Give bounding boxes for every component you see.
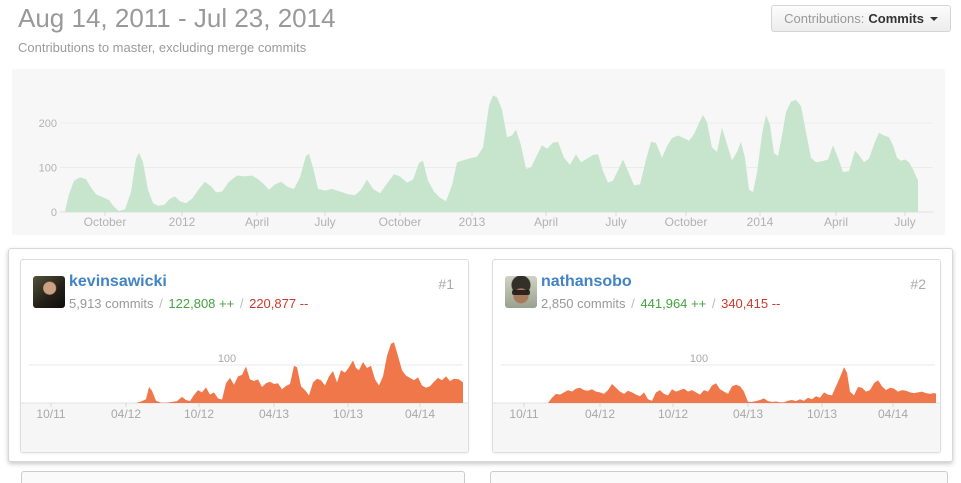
x-tick-label: 10/13 <box>807 407 837 421</box>
y-tick-label: 200 <box>39 118 57 130</box>
contributor-rank: #1 <box>438 276 454 292</box>
x-tick-label: 10/12 <box>658 407 688 421</box>
x-tick-label: April <box>534 215 558 229</box>
contributor-rank: #2 <box>910 276 926 292</box>
x-tick-label: October <box>665 215 708 229</box>
contributions-type-dropdown[interactable]: Contributions: Commits <box>771 5 951 32</box>
x-tick-label: 2014 <box>747 215 774 229</box>
y-tick-label: 100 <box>690 353 708 365</box>
page-subtitle: Contributions to master, excluding merge… <box>18 40 307 55</box>
axis-strip <box>493 403 940 452</box>
x-tick-label: 2013 <box>459 215 486 229</box>
y-tick-label: 0 <box>51 207 57 219</box>
page-header: Aug 14, 2011 - Jul 23, 2014 Contribution… <box>0 0 961 55</box>
x-tick-label: 2012 <box>169 215 196 229</box>
contributor-card-1: kevinsawicki 5,913 commits / 122,808 ++ … <box>20 259 469 453</box>
commit-count: 5,913 commits <box>69 296 154 311</box>
contributor-chart-nathansobo: 100 10/11 04/12 10/12 04/13 10/13 04/14 <box>493 353 940 452</box>
commit-activity-panel: 0 100 200 October 2012 April July October 2013 Ap… <box>12 69 945 235</box>
contributor-stats: 2,850 commits / 441,964 ++ / 340,415 -- <box>541 296 780 311</box>
x-tick-label: October <box>379 215 422 229</box>
x-tick-label: 04/13 <box>259 407 289 421</box>
axis-strip <box>21 403 468 452</box>
deletions-count: 220,877 -- <box>249 296 309 311</box>
contributions-label: Contributions: <box>784 11 865 26</box>
x-tick-label: 04/13 <box>733 407 763 421</box>
contributors-container: kevinsawicki 5,913 commits / 122,808 ++ … <box>8 248 953 462</box>
contributor-stats: 5,913 commits / 122,808 ++ / 220,877 -- <box>69 296 308 311</box>
x-tick-label: October <box>84 215 127 229</box>
stat-separator: / <box>239 296 244 311</box>
commit-count: 2,850 commits <box>541 296 626 311</box>
contributions-selected-value: Commits <box>868 11 924 26</box>
contributor-card-header: nathansobo 2,850 commits / 441,964 ++ / … <box>493 260 940 324</box>
x-tick-label: July <box>894 215 915 229</box>
area-series <box>511 367 936 403</box>
x-tick-label: 04/12 <box>111 407 141 421</box>
x-tick-label: 10/11 <box>509 407 538 421</box>
x-tick-label: 04/12 <box>585 407 615 421</box>
x-tick-label: 04/14 <box>878 407 908 421</box>
contributor-chart-kevinsawicki: 100 10/11 04/12 10/12 04/13 10/13 04/14 <box>21 342 468 452</box>
contributor-card-header: kevinsawicki 5,913 commits / 122,808 ++ … <box>21 260 468 324</box>
next-contributor-card-stub <box>21 471 465 483</box>
x-tick-label: April <box>824 215 848 229</box>
y-tick-label: 100 <box>39 163 57 175</box>
avatar-nathansobo[interactable] <box>505 276 537 308</box>
x-tick-label: 10/13 <box>333 407 363 421</box>
x-tick-label: July <box>314 215 335 229</box>
stat-separator: / <box>631 296 635 311</box>
x-tick-label: 04/14 <box>405 407 435 421</box>
additions-count: 122,808 ++ <box>168 296 235 311</box>
contributor-username-link[interactable]: kevinsawicki <box>69 273 167 290</box>
x-tick-label: April <box>245 215 269 229</box>
deletions-count: 340,415 -- <box>721 296 781 311</box>
contributor-username-link[interactable]: nathansobo <box>541 273 632 290</box>
y-tick-label: 100 <box>218 353 236 365</box>
additions-count: 441,964 ++ <box>640 296 707 311</box>
caret-down-icon <box>930 16 938 25</box>
area-series <box>29 342 463 403</box>
next-contributor-card-stub <box>490 471 948 483</box>
avatar-kevinsawicki[interactable] <box>33 276 65 308</box>
contributor-card-2: nathansobo 2,850 commits / 441,964 ++ / … <box>492 259 941 453</box>
area-series <box>65 95 918 212</box>
x-tick-label: July <box>605 215 626 229</box>
stat-separator: / <box>711 296 716 311</box>
stat-separator: / <box>159 296 163 311</box>
x-tick-label: 10/12 <box>184 407 214 421</box>
page-title: Aug 14, 2011 - Jul 23, 2014 <box>18 3 336 33</box>
x-tick-label: 10/11 <box>36 407 65 421</box>
commit-activity-chart: 0 100 200 October 2012 April July October 2013 Ap… <box>39 95 933 229</box>
